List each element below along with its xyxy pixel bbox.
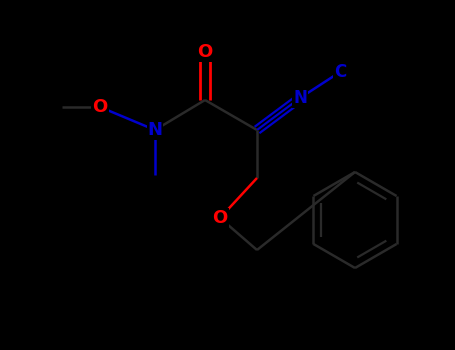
Text: N: N (147, 121, 162, 139)
Text: O: O (92, 98, 108, 116)
Text: O: O (197, 43, 212, 61)
Text: N: N (293, 89, 307, 107)
Text: C: C (334, 63, 346, 81)
Text: O: O (212, 209, 228, 227)
